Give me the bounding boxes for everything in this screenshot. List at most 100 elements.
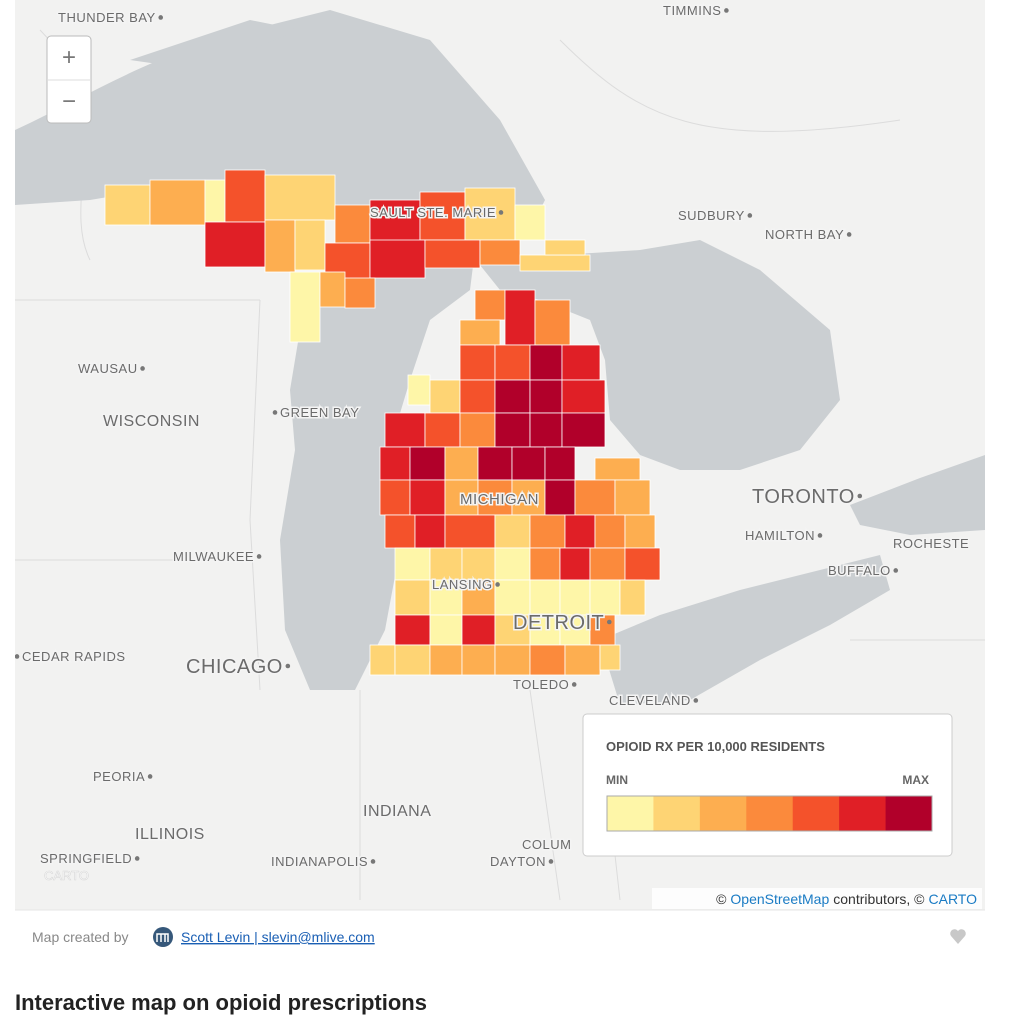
county — [461, 644, 496, 676]
county — [594, 514, 626, 549]
like-heart[interactable] — [950, 929, 966, 944]
county — [394, 547, 431, 581]
county — [369, 239, 426, 279]
county — [409, 446, 446, 481]
county — [369, 199, 421, 243]
city-label: SUDBURY — [678, 208, 745, 223]
city-label: BUFFALO — [828, 563, 891, 578]
county — [494, 514, 531, 549]
county — [444, 479, 479, 516]
legend-swatch — [792, 796, 840, 831]
county — [414, 514, 446, 549]
zoom-in-button[interactable]: + — [62, 44, 76, 71]
legend-swatch — [839, 796, 887, 831]
county — [494, 412, 531, 448]
county — [544, 446, 576, 481]
county — [459, 379, 496, 414]
county — [424, 239, 481, 269]
city-label: GREEN BAY — [280, 405, 359, 420]
county — [529, 514, 566, 549]
city-dot — [817, 533, 823, 538]
city-dot — [724, 8, 729, 13]
counties — [104, 169, 661, 676]
county — [494, 644, 531, 676]
region-label: INDIANA — [363, 803, 431, 820]
county — [624, 547, 661, 581]
zoom-out-button[interactable]: − — [62, 88, 76, 115]
county — [624, 514, 656, 549]
attribution: © OpenStreetMap contributors, © CARTO — [716, 891, 977, 907]
city-label: TOLEDO — [513, 677, 569, 692]
lake-superior — [15, 10, 545, 230]
city-dot — [15, 654, 20, 659]
city-label: CLEVELAND — [609, 693, 691, 708]
county — [379, 446, 411, 481]
county — [104, 184, 151, 226]
author-avatar — [153, 927, 173, 947]
county — [461, 614, 496, 646]
county — [264, 174, 336, 221]
city-label: TIMMINS — [663, 3, 721, 18]
carto-link[interactable]: CARTO — [929, 891, 978, 907]
city-dot — [140, 366, 145, 371]
legend-swatch — [885, 796, 933, 831]
county — [534, 299, 571, 346]
county — [544, 479, 576, 516]
county — [529, 344, 563, 381]
city-dot — [548, 859, 554, 864]
county — [559, 579, 591, 616]
county — [477, 446, 513, 481]
county — [511, 446, 546, 481]
attribution-prefix: © — [716, 891, 727, 907]
county — [529, 614, 561, 646]
place-labels: THUNDER BAY TIMMINS SAULT STE. MARIE SUDBUR… — [15, 2, 970, 871]
city-dot — [893, 568, 899, 573]
city-label: DAYTON — [490, 854, 546, 869]
county — [289, 271, 321, 343]
county — [429, 614, 463, 646]
county — [444, 446, 479, 481]
city-dot — [370, 859, 376, 864]
county — [544, 239, 586, 256]
county — [589, 579, 621, 616]
county — [394, 614, 431, 646]
county — [529, 579, 561, 616]
attribution-middle: contributors, © — [833, 891, 925, 907]
city-label: NORTH BAY — [765, 227, 844, 242]
osm-link[interactable]: OpenStreetMap — [730, 891, 829, 907]
county — [149, 179, 206, 226]
city-label: COLUM — [522, 837, 571, 852]
city-dot — [158, 15, 164, 20]
city-dot — [606, 619, 612, 625]
city-label: DETROIT — [513, 612, 604, 634]
city-dot — [498, 210, 504, 215]
legend-swatch — [607, 796, 654, 831]
city-label: CEDAR RAPIDS — [22, 649, 126, 664]
county — [494, 344, 531, 381]
county — [529, 644, 566, 676]
county — [444, 514, 496, 549]
county — [561, 344, 601, 381]
county — [564, 514, 596, 549]
city-label: WAUSAU — [78, 361, 138, 376]
county — [204, 221, 266, 268]
region-label: MICHIGAN — [460, 491, 539, 508]
county — [409, 479, 446, 516]
city-dot — [495, 582, 500, 587]
county — [589, 614, 616, 646]
county — [344, 277, 376, 309]
county — [589, 547, 626, 581]
city-label: PEORIA — [93, 769, 145, 784]
county — [407, 374, 431, 406]
city-label: SAULT STE. MARIE — [370, 205, 496, 220]
county — [294, 219, 326, 271]
county — [619, 579, 646, 616]
county — [394, 644, 431, 676]
region-label: WISCONSIN — [103, 413, 200, 430]
county — [599, 644, 621, 671]
county — [384, 412, 426, 448]
author-link[interactable]: Scott Levin | slevin@mlive.com — [181, 929, 375, 945]
credit-text: Map created by — [32, 929, 129, 945]
city-dot — [747, 213, 753, 218]
carto-watermark: CARTO — [44, 868, 89, 883]
